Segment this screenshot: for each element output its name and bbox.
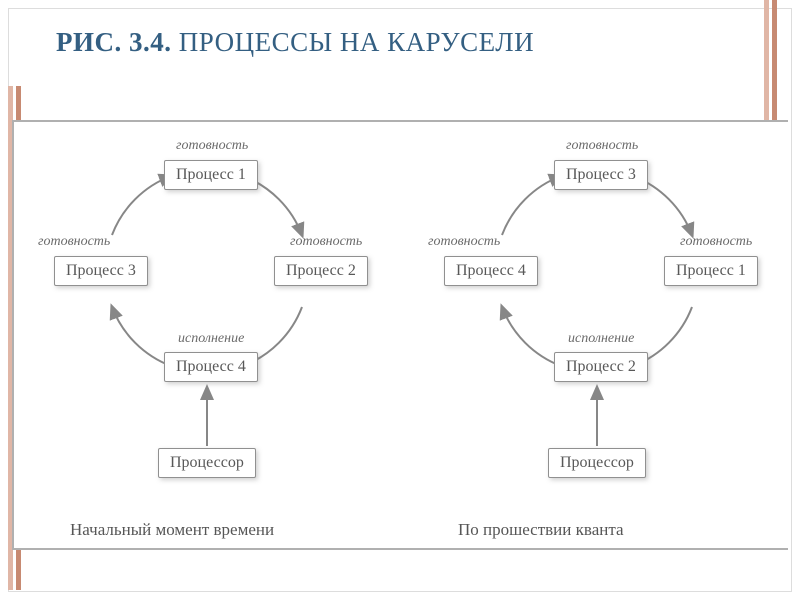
title-rest: ПРОЦЕССЫ НА КАРУСЕЛИ (172, 27, 535, 57)
caption-after: По прошествии кванта (458, 520, 624, 540)
process-node: Процесс 2 (554, 352, 648, 382)
carousel-diagram-initial: готовность готовность готовность исполне… (22, 126, 392, 496)
process-node: Процесс 3 (54, 256, 148, 286)
state-label-ready: готовность (428, 234, 500, 250)
process-node: Процесс 2 (274, 256, 368, 286)
state-label-ready: готовность (566, 138, 638, 154)
state-label-exec: исполнение (568, 331, 634, 347)
cpu-node: Процессор (158, 448, 256, 478)
carousel-diagram-after: готовность готовность готовность исполне… (412, 126, 782, 496)
stripe (772, 0, 777, 120)
caption-initial: Начальный момент времени (70, 520, 274, 540)
stripe (764, 0, 769, 120)
state-label-exec: исполнение (178, 331, 244, 347)
state-label-ready: готовность (290, 234, 362, 250)
title-prefix: РИС. 3.4. (56, 27, 172, 57)
state-label-ready: готовность (38, 234, 110, 250)
process-node: Процесс 3 (554, 160, 648, 190)
state-label-ready: готовность (680, 234, 752, 250)
cpu-node: Процессор (548, 448, 646, 478)
process-node: Процесс 1 (164, 160, 258, 190)
page-title: РИС. 3.4. ПРОЦЕССЫ НА КАРУСЕЛИ (56, 26, 744, 60)
process-node: Процесс 1 (664, 256, 758, 286)
diagram-area: готовность готовность готовность исполне… (12, 120, 788, 550)
state-label-ready: готовность (176, 138, 248, 154)
accent-right (764, 0, 780, 120)
process-node: Процесс 4 (164, 352, 258, 382)
process-node: Процесс 4 (444, 256, 538, 286)
